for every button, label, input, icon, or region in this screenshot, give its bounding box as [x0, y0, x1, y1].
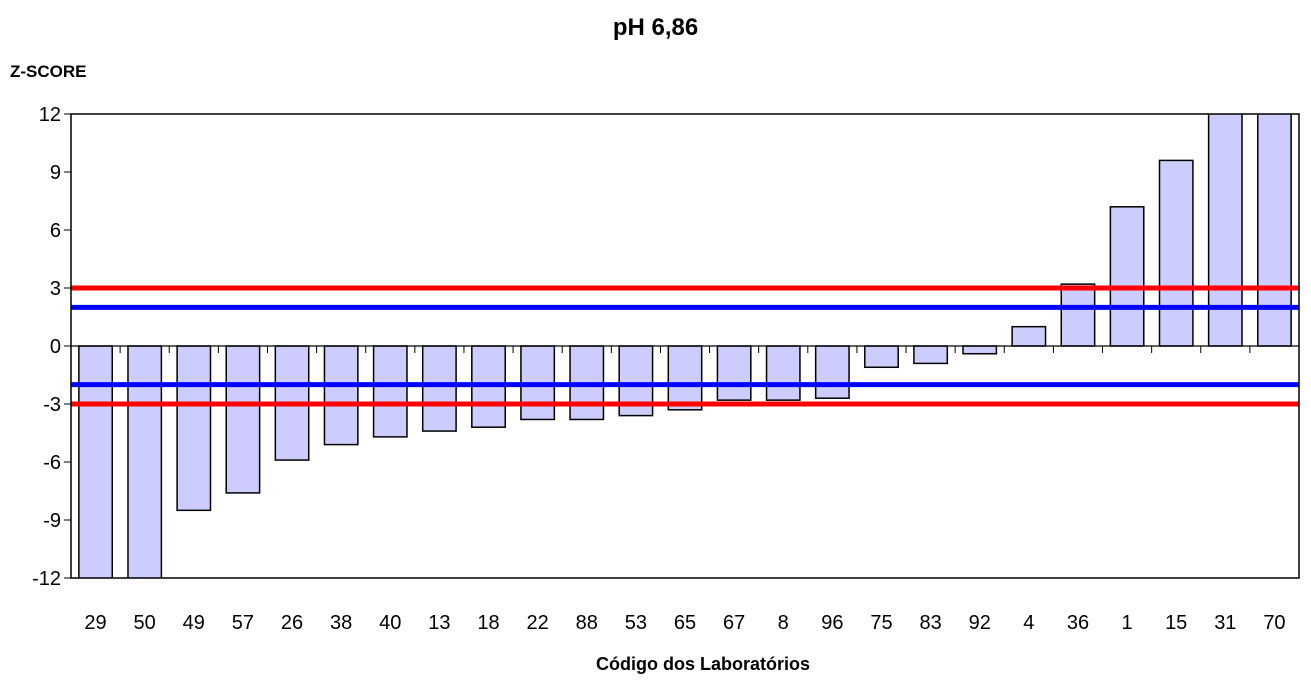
x-tick-label-92: 92 [969, 612, 991, 634]
x-tick-label-53: 53 [625, 612, 647, 634]
x-tick-label-15: 15 [1165, 612, 1187, 634]
y-tick-label: -9 [43, 510, 61, 532]
y-tick-label: -12 [32, 568, 61, 590]
chart-title: pH 6,86 [612, 14, 699, 41]
y-tick-label: 0 [50, 336, 61, 358]
bar-8 [765, 345, 801, 401]
y-tick-label: 12 [39, 104, 61, 126]
x-tick-label-88: 88 [576, 612, 598, 634]
x-tick-label-4: 4 [1023, 612, 1034, 634]
x-tick-label-31: 31 [1214, 612, 1236, 634]
bar-57 [225, 345, 261, 494]
bar-4 [1011, 325, 1047, 347]
y-tick-label: 6 [50, 220, 61, 242]
x-tick-label-65: 65 [674, 612, 696, 634]
bar-96 [814, 345, 850, 399]
bar-38 [323, 345, 359, 446]
bar-36 [1060, 283, 1096, 347]
bar-15 [1158, 159, 1194, 347]
y-tick-label: -3 [43, 394, 61, 416]
y-axis-title: Z-SCORE [10, 62, 87, 81]
x-tick-label-38: 38 [330, 612, 352, 634]
x-tick-label-26: 26 [281, 612, 303, 634]
y-tick-label: 9 [50, 162, 61, 184]
x-tick-label-50: 50 [134, 612, 156, 634]
bar-49 [176, 345, 212, 512]
bar-75 [864, 345, 899, 369]
x-tick-label-29: 29 [84, 612, 106, 634]
bar-13 [421, 345, 457, 432]
x-tick-label-8: 8 [778, 612, 789, 634]
bar-92 [962, 345, 998, 355]
x-tick-label-67: 67 [723, 612, 745, 634]
x-tick-label-1: 1 [1122, 612, 1133, 634]
x-tick-label-57: 57 [232, 612, 254, 634]
x-tick-label-70: 70 [1263, 612, 1285, 634]
x-tick-label-96: 96 [821, 612, 843, 634]
x-tick-label-13: 13 [428, 612, 450, 634]
x-tick-label-75: 75 [870, 612, 892, 634]
bar-67 [716, 345, 752, 401]
x-tick-label-18: 18 [477, 612, 499, 634]
x-tick-label-83: 83 [919, 612, 941, 634]
x-axis-title: Código dos Laboratórios [596, 654, 810, 674]
bar-40 [372, 345, 408, 438]
bar-1 [1109, 206, 1145, 347]
bar-83 [913, 345, 949, 365]
x-tick-label-40: 40 [379, 612, 401, 634]
y-tick-label: 3 [50, 278, 61, 300]
y-tick-label: -6 [43, 452, 61, 474]
x-tick-label-36: 36 [1067, 612, 1089, 634]
x-tick-label-49: 49 [183, 612, 205, 634]
x-tick-label-22: 22 [527, 612, 549, 634]
bar-65 [667, 345, 703, 411]
